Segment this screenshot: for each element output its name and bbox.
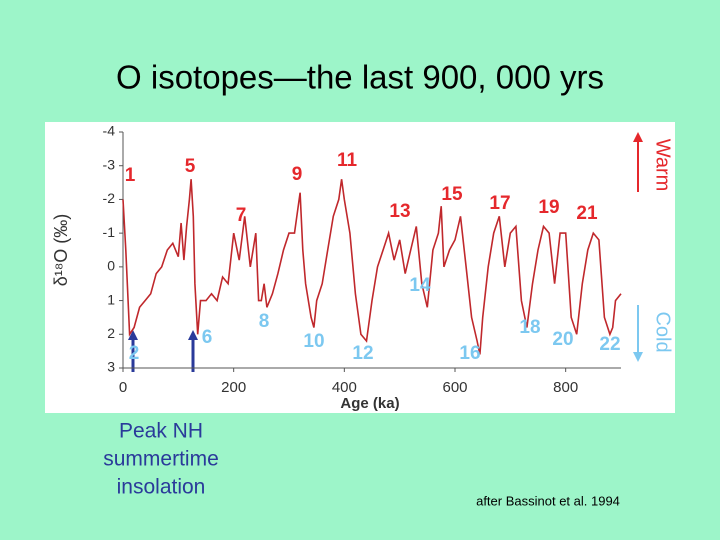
cold-stage-label: 8 — [259, 311, 270, 332]
insolation-note: summertime — [103, 448, 219, 471]
warm-stage-label: 19 — [538, 197, 559, 218]
insolation-arrowhead — [128, 330, 138, 340]
y-tick-label: -2 — [103, 190, 116, 206]
cold-stage-label: 14 — [409, 275, 431, 296]
warm-stage-label: 1 — [125, 165, 136, 186]
cold-stage-label: 12 — [352, 343, 373, 364]
cold-stage-label: 2 — [129, 343, 140, 364]
cold-stage-label: 20 — [552, 329, 573, 350]
source-note: after Bassinot et al. 1994 — [476, 493, 620, 508]
x-tick-label: 600 — [442, 379, 467, 396]
cold-arrowhead — [633, 352, 643, 362]
warm-stage-label: 13 — [389, 201, 410, 222]
y-tick-label: -4 — [103, 123, 116, 139]
y-tick-label: 2 — [107, 325, 115, 341]
cold-stage-label: 10 — [303, 331, 324, 352]
cold-stage-label: 18 — [519, 317, 540, 338]
x-tick-label: 200 — [221, 379, 246, 396]
chart-area — [45, 122, 675, 413]
cold-stage-label: 22 — [599, 334, 620, 355]
insolation-note: Peak NH — [119, 420, 203, 443]
isotope-line — [122, 179, 622, 355]
warm-stage-label: 5 — [185, 156, 196, 177]
slide-title: O isotopes—the last 900, 000 yrs — [116, 59, 604, 96]
y-tick-label: -1 — [103, 224, 116, 240]
warm-stage-label: 11 — [337, 150, 358, 171]
warm-stage-label: 9 — [292, 164, 303, 185]
x-tick-label: 0 — [119, 379, 127, 396]
x-tick-label: 800 — [553, 379, 578, 396]
x-axis-label: Age (ka) — [340, 395, 399, 412]
warm-label: Warm — [652, 139, 674, 192]
cold-stage-label: 6 — [202, 327, 213, 348]
y-tick-label: -3 — [103, 156, 116, 172]
warm-stage-label: 21 — [576, 203, 598, 224]
cold-label: Cold — [652, 311, 674, 352]
warm-stage-label: 17 — [489, 193, 510, 214]
warm-arrowhead — [633, 132, 643, 142]
insolation-arrowhead — [188, 330, 198, 340]
x-tick-label: 400 — [332, 379, 357, 396]
warm-stage-label: 15 — [441, 184, 463, 205]
y-tick-label: 3 — [107, 359, 115, 375]
y-tick-label: 0 — [107, 258, 115, 274]
y-axis-label: δ¹⁸O (‰) — [51, 214, 71, 287]
warm-stage-label: 7 — [236, 205, 247, 226]
cold-stage-label: 16 — [459, 343, 480, 364]
y-tick-label: 1 — [107, 291, 115, 307]
insolation-note: insolation — [117, 476, 206, 499]
